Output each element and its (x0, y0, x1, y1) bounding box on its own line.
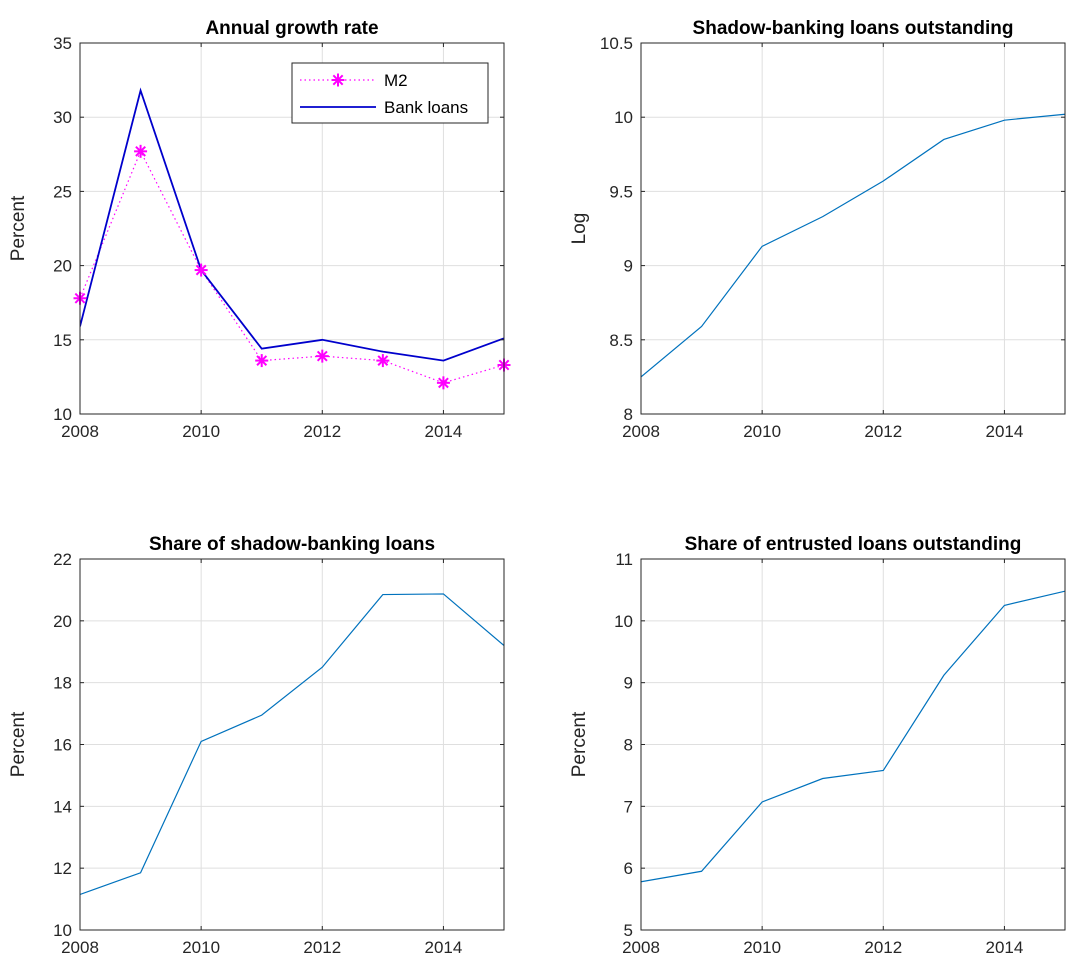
x-tick-label: 2014 (425, 938, 463, 957)
legend: M2 Bank loans (291, 62, 489, 124)
x-tick-label: 2008 (61, 422, 99, 441)
data-marker (134, 144, 148, 158)
y-tick-label: 25 (53, 182, 72, 201)
y-axis-label: Log (569, 213, 590, 245)
y-tick-label: 9.5 (609, 182, 633, 201)
y-tick-label: 5 (624, 921, 633, 940)
y-tick-label: 10 (614, 612, 633, 631)
chart-title: Shadow-banking loans outstanding (693, 18, 1014, 39)
chart-title: Share of shadow-banking loans (149, 534, 435, 555)
plot-area (641, 43, 1065, 414)
y-tick-label: 6 (624, 859, 633, 878)
y-tick-label: 9 (624, 674, 633, 693)
y-tick-label: 18 (53, 674, 72, 693)
chart-title: Share of entrusted loans outstanding (685, 534, 1022, 555)
y-tick-label: 30 (53, 108, 72, 127)
y-axis-label: Percent (569, 711, 590, 777)
chart-title: Annual growth rate (205, 18, 378, 39)
data-marker (436, 376, 450, 390)
legend-box (291, 62, 489, 124)
subplot-1: 2008 2010 2012 2014 10 15 20 25 30 35 Annual growt… (8, 18, 511, 441)
legend-label: Bank loans (384, 98, 468, 117)
data-marker (255, 354, 269, 368)
y-tick-label: 9 (624, 257, 633, 276)
y-tick-label: 10 (53, 405, 72, 424)
y-tick-label: 8 (624, 405, 633, 424)
y-axis-label: Percent (8, 195, 29, 261)
x-tick-label: 2010 (182, 938, 220, 957)
y-tick-label: 20 (53, 612, 72, 631)
x-tick-label: 2012 (303, 422, 341, 441)
series-line-m2 (80, 149, 504, 384)
series-group (641, 113, 1065, 378)
x-tick-label: 2010 (182, 422, 220, 441)
x-tick-label: 2012 (303, 938, 341, 957)
y-tick-label: 16 (53, 736, 72, 755)
series-line-1 (80, 593, 504, 896)
legend-label: M2 (384, 71, 408, 90)
y-tick-label: 14 (53, 797, 72, 816)
series-line-1 (641, 113, 1065, 378)
y-tick-label: 10.5 (600, 34, 633, 53)
series-group (641, 590, 1065, 883)
y-tick-label: 7 (624, 797, 633, 816)
x-tick-label: 2012 (864, 422, 902, 441)
y-tick-label: 10 (614, 108, 633, 127)
y-tick-label: 22 (53, 550, 72, 569)
x-tick-label: 2012 (864, 938, 902, 957)
series-group (80, 87, 504, 384)
series-group (80, 593, 504, 896)
subplot-2: 2008 2010 2012 2014 8 8.5 9 9.5 10 10.5 Shadow-ban… (569, 18, 1066, 441)
data-marker (315, 349, 329, 363)
x-tick-label: 2014 (986, 422, 1024, 441)
x-tick-label: 2010 (743, 422, 781, 441)
y-tick-label: 15 (53, 331, 72, 350)
x-tick-label: 2014 (425, 422, 463, 441)
y-tick-label: 35 (53, 34, 72, 53)
data-marker (376, 354, 390, 368)
x-tick-label: 2010 (743, 938, 781, 957)
subplot-4: 2008 2010 2012 2014 5 6 7 8 9 10 11 Share of entrus… (569, 534, 1066, 957)
axes-box (79, 42, 505, 415)
y-tick-label: 8.5 (609, 331, 633, 350)
series-line-1 (641, 590, 1065, 883)
data-marker (194, 263, 208, 277)
series-line-bank-loans (80, 87, 504, 362)
legend-marker (331, 73, 345, 87)
y-tick-label: 10 (53, 921, 72, 940)
y-tick-label: 12 (53, 859, 72, 878)
axes-box (640, 42, 1066, 415)
y-tick-label: 11 (615, 550, 633, 569)
y-tick-label: 8 (624, 736, 633, 755)
x-tick-label: 2008 (622, 422, 660, 441)
y-tick-label: 20 (53, 257, 72, 276)
x-tick-label: 2008 (61, 938, 99, 957)
y-axis-label: Percent (8, 711, 29, 777)
subplot-3: 2008 2010 2012 2014 10 12 14 16 18 20 22 Share of s… (8, 534, 505, 957)
x-tick-label: 2014 (986, 938, 1024, 957)
x-tick-label: 2008 (622, 938, 660, 957)
